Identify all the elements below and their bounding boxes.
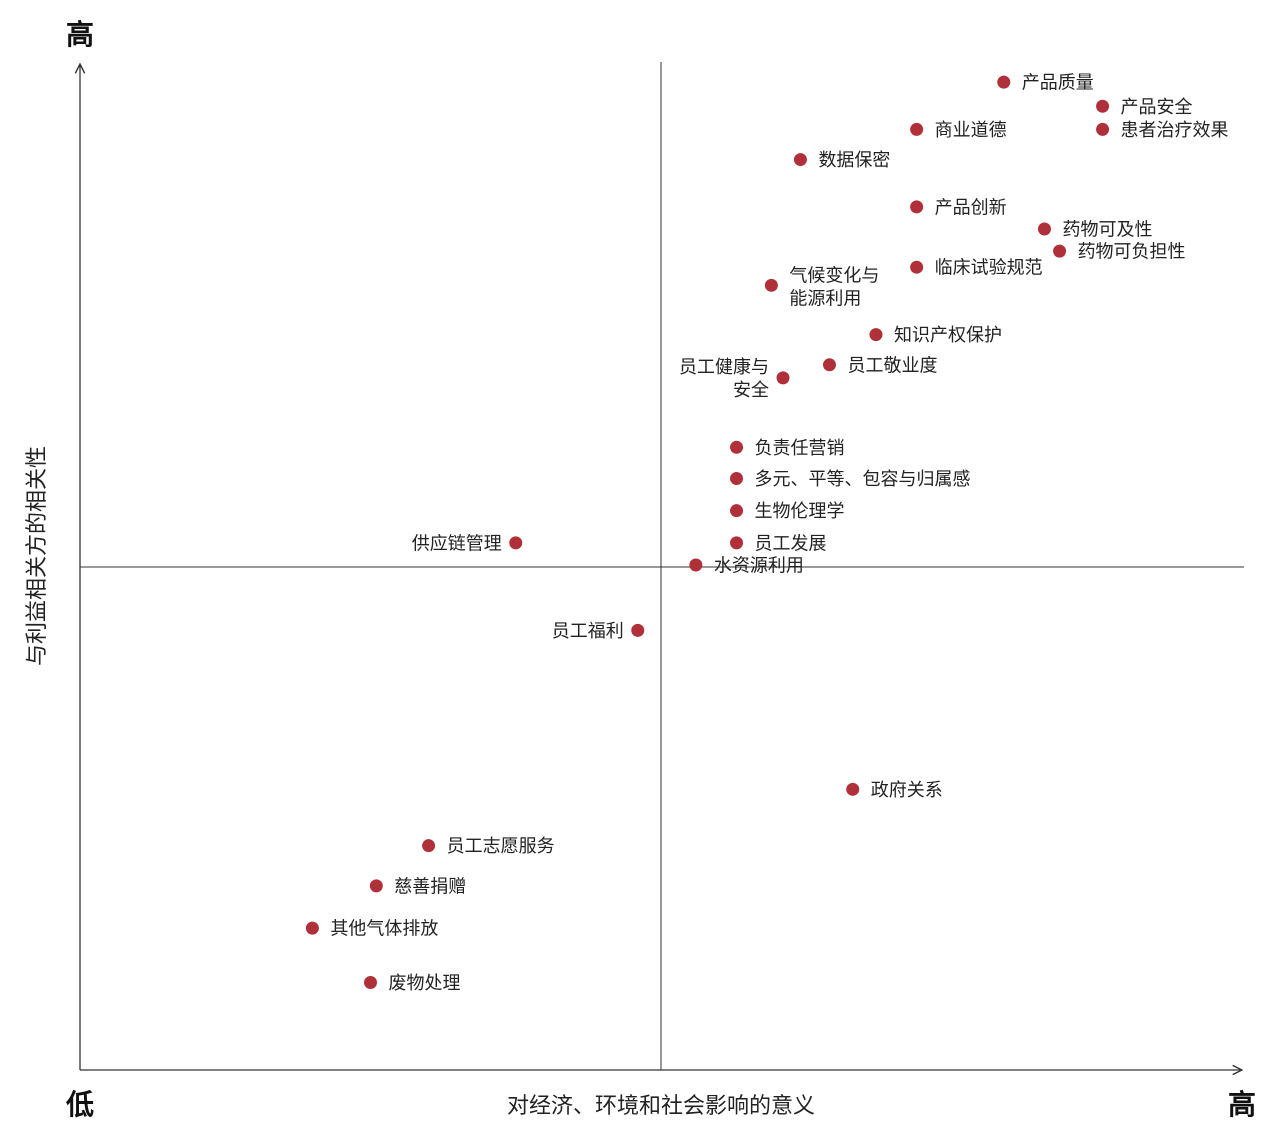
point-marker xyxy=(1053,244,1067,258)
data-point: 知识产权保护 xyxy=(869,325,1002,346)
point-label: 政府关系 xyxy=(871,780,943,801)
data-point: 员工健康与安全 xyxy=(679,357,790,401)
point-marker xyxy=(764,278,778,292)
x-axis-title: 对经济、环境和社会影响的意义 xyxy=(507,1094,815,1119)
point-label: 供应链管理 xyxy=(412,533,502,554)
point-marker xyxy=(730,536,744,550)
point-label: 员工福利 xyxy=(552,621,624,642)
data-point: 气候变化与能源利用 xyxy=(764,265,879,309)
point-marker xyxy=(793,153,807,167)
point-label: 生物伦理学 xyxy=(755,501,845,522)
point-marker xyxy=(997,75,1011,89)
data-point: 员工福利 xyxy=(552,621,645,642)
point-marker xyxy=(730,440,744,454)
x-axis-low-label: 低 xyxy=(65,1088,94,1121)
point-label: 产品安全 xyxy=(1121,97,1193,118)
point-label: 临床试验规范 xyxy=(935,258,1043,279)
point-marker xyxy=(910,260,924,274)
point-label-line: 能源利用 xyxy=(789,288,861,309)
x-axis-high-label: 高 xyxy=(1228,1088,1256,1121)
data-point: 生物伦理学 xyxy=(730,501,845,522)
point-marker xyxy=(730,471,744,485)
data-point: 员工志愿服务 xyxy=(422,836,555,857)
point-marker xyxy=(846,782,860,796)
y-axis-high-label: 高 xyxy=(66,18,94,51)
point-marker xyxy=(776,371,790,385)
data-point: 产品质量 xyxy=(997,73,1094,94)
point-marker xyxy=(730,504,744,518)
data-point: 供应链管理 xyxy=(412,533,523,554)
data-point: 其他气体排放 xyxy=(305,919,438,940)
point-marker xyxy=(869,328,883,342)
data-point: 患者治疗效果 xyxy=(1096,120,1229,141)
data-point: 负责任营销 xyxy=(730,438,845,459)
point-label: 员工敬业度 xyxy=(847,355,937,376)
point-label: 员工志愿服务 xyxy=(447,836,555,857)
point-marker xyxy=(822,358,836,372)
data-point: 水资源利用 xyxy=(689,555,804,576)
point-marker xyxy=(364,975,377,989)
point-label: 数据保密 xyxy=(818,150,890,171)
data-point: 慈善捐赠 xyxy=(369,876,466,897)
data-point: 政府关系 xyxy=(846,780,943,801)
point-label: 员工发展 xyxy=(755,533,827,554)
data-point: 员工发展 xyxy=(730,533,827,554)
point-marker xyxy=(689,558,703,572)
point-label: 废物处理 xyxy=(389,973,461,994)
point-marker xyxy=(910,122,924,136)
point-label: 气候变化与能源利用 xyxy=(789,265,879,309)
point-label: 产品创新 xyxy=(935,197,1007,218)
point-label: 药物可及性 xyxy=(1062,219,1152,240)
point-label: 其他气体排放 xyxy=(330,919,438,940)
point-marker xyxy=(1096,99,1110,113)
data-point: 多元、平等、包容与归属感 xyxy=(730,469,971,490)
point-label: 产品质量 xyxy=(1022,73,1094,94)
point-label: 水资源利用 xyxy=(714,555,804,576)
point-marker xyxy=(631,623,645,637)
data-point: 产品创新 xyxy=(910,197,1007,218)
point-marker xyxy=(509,536,523,550)
point-label: 药物可负担性 xyxy=(1078,242,1186,263)
point-marker xyxy=(422,839,436,853)
point-label: 慈善捐赠 xyxy=(394,876,466,897)
point-label: 员工健康与安全 xyxy=(679,357,769,401)
point-label: 知识产权保护 xyxy=(894,325,1002,346)
point-label-line: 安全 xyxy=(733,380,769,401)
data-point: 药物可及性 xyxy=(1037,219,1152,240)
point-marker xyxy=(369,879,383,893)
point-label: 负责任营销 xyxy=(755,438,845,459)
point-label: 多元、平等、包容与归属感 xyxy=(755,469,971,490)
point-label-line: 员工健康与 xyxy=(679,357,769,378)
point-marker xyxy=(910,200,924,214)
data-point: 商业道德 xyxy=(910,120,1007,141)
data-point: 废物处理 xyxy=(364,973,461,994)
point-label-line: 气候变化与 xyxy=(789,265,879,286)
data-point: 药物可负担性 xyxy=(1053,242,1186,263)
data-point: 临床试验规范 xyxy=(910,258,1043,279)
data-point: 员工敬业度 xyxy=(822,355,937,376)
data-point: 产品安全 xyxy=(1096,97,1193,118)
y-axis-title: 与利益相关方的相关性 xyxy=(25,446,50,666)
point-marker xyxy=(305,921,319,935)
point-marker xyxy=(1037,222,1051,236)
point-label: 商业道德 xyxy=(935,120,1007,141)
data-point: 数据保密 xyxy=(793,150,890,171)
point-label: 患者治疗效果 xyxy=(1121,120,1229,141)
point-marker xyxy=(1096,122,1110,136)
